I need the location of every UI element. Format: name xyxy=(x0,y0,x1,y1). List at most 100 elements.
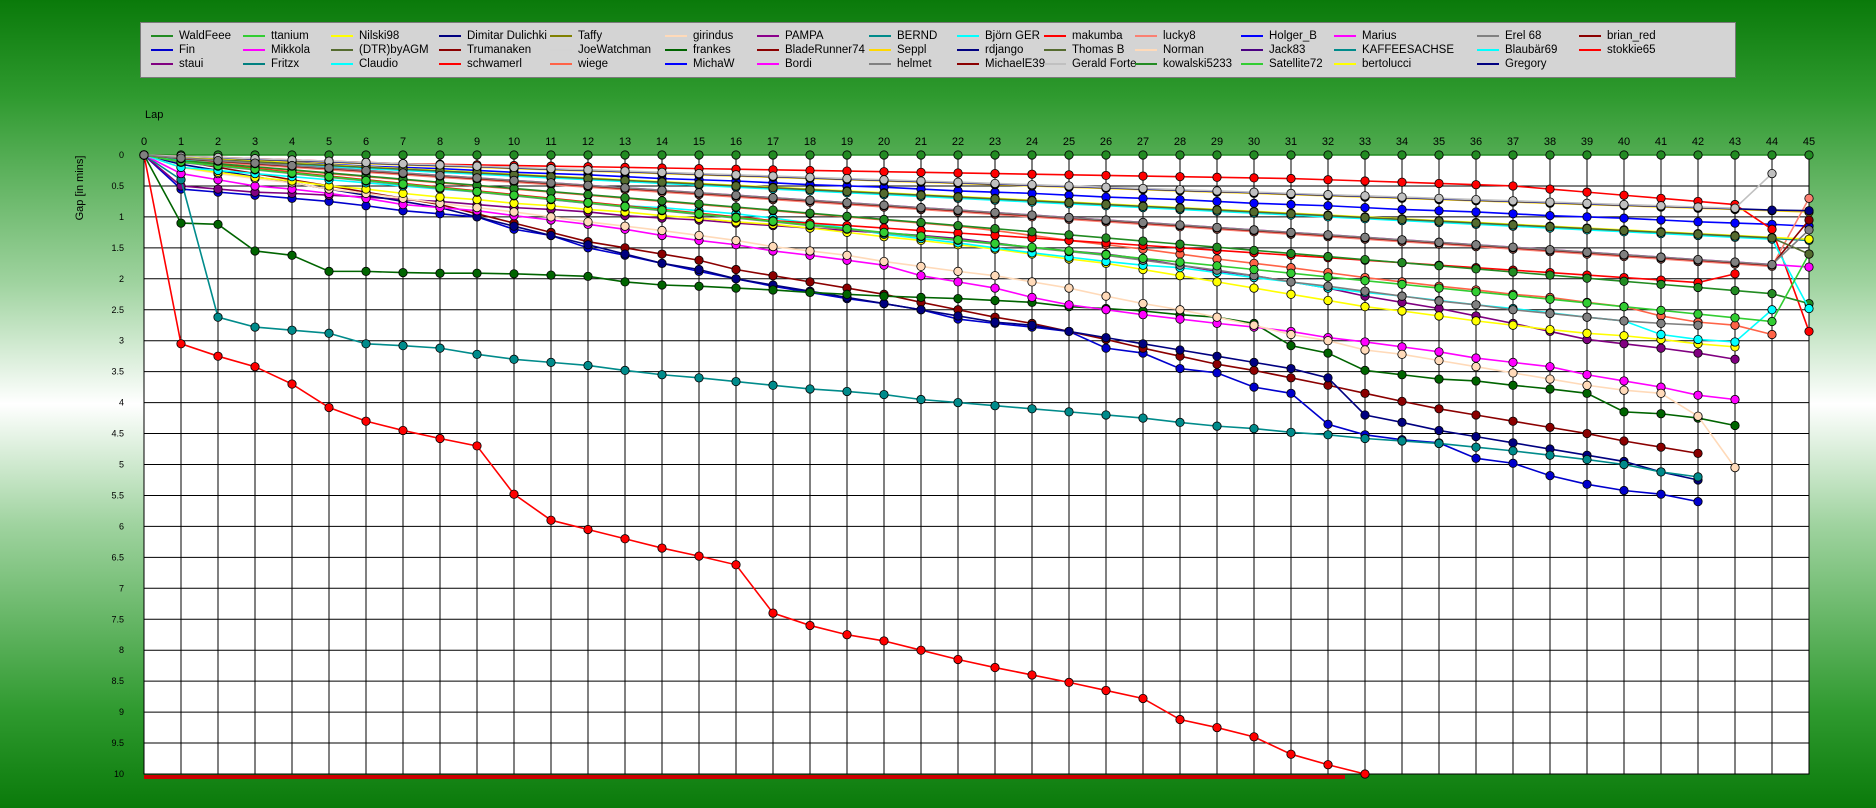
data-point xyxy=(1545,308,1555,319)
data-point xyxy=(361,266,371,276)
data-point xyxy=(1323,175,1333,185)
data-point xyxy=(879,214,889,224)
data-point xyxy=(1175,345,1185,355)
data-point xyxy=(1397,396,1407,406)
data-point xyxy=(1804,326,1814,337)
data-point xyxy=(842,173,852,184)
data-point xyxy=(768,150,778,160)
data-point xyxy=(1656,252,1666,262)
y-tick-label: 8.5 xyxy=(111,676,124,686)
data-point xyxy=(879,188,889,198)
data-point xyxy=(842,224,852,234)
series-girindus xyxy=(139,150,1740,473)
legend-swatch xyxy=(1477,63,1499,65)
data-point xyxy=(1471,218,1481,228)
data-point xyxy=(990,238,1000,249)
data-point xyxy=(1027,180,1037,190)
legend-swatch xyxy=(757,35,779,37)
data-point xyxy=(1693,348,1703,358)
data-point xyxy=(1582,298,1592,308)
data-point xyxy=(1471,353,1481,363)
data-point xyxy=(990,295,1000,306)
data-point xyxy=(1545,222,1555,232)
y-tick-label: 8 xyxy=(119,645,124,655)
series-line xyxy=(143,154,1810,266)
data-point xyxy=(1286,209,1296,219)
legend-label: Norman xyxy=(1163,44,1204,56)
data-point xyxy=(1545,270,1555,280)
series-line xyxy=(143,154,1810,227)
data-point xyxy=(1397,306,1407,316)
data-point xyxy=(1434,404,1444,414)
data-point xyxy=(1101,233,1111,243)
data-point xyxy=(768,380,778,390)
x-tick-label: 31 xyxy=(1285,136,1297,148)
legend-swatch xyxy=(1135,63,1157,65)
data-point xyxy=(1323,430,1333,440)
data-point xyxy=(953,654,963,665)
legend-swatch xyxy=(869,49,891,51)
legend-label: kowalski5233 xyxy=(1163,58,1233,70)
data-point xyxy=(1397,235,1407,245)
data-point xyxy=(1027,150,1037,160)
data-point xyxy=(1434,178,1444,189)
x-tick-label: 41 xyxy=(1655,136,1667,148)
data-point xyxy=(1804,150,1814,160)
data-point xyxy=(1471,316,1481,326)
data-point xyxy=(324,172,334,182)
legend-swatch xyxy=(757,49,779,51)
data-point xyxy=(472,186,482,197)
data-point xyxy=(1064,170,1074,180)
data-point xyxy=(1434,237,1444,247)
data-point xyxy=(1693,202,1703,212)
data-point xyxy=(1249,150,1259,160)
data-point xyxy=(546,270,556,280)
data-point xyxy=(1508,368,1518,378)
data-point xyxy=(1101,685,1111,696)
data-point xyxy=(1360,410,1370,420)
legend-label: Trumanaken xyxy=(467,44,532,56)
data-point xyxy=(1508,458,1518,468)
data-point xyxy=(1619,376,1629,386)
data-point xyxy=(1656,318,1666,328)
data-point xyxy=(1397,177,1407,187)
data-point xyxy=(731,264,741,275)
data-point xyxy=(1175,417,1185,428)
series-line xyxy=(143,154,1810,323)
data-point xyxy=(583,271,593,281)
data-point xyxy=(213,351,223,361)
data-point xyxy=(398,425,408,436)
x-tick-label: 15 xyxy=(693,136,705,148)
data-point xyxy=(1582,312,1592,322)
data-point xyxy=(1434,311,1444,321)
data-point xyxy=(1138,298,1148,309)
data-point xyxy=(1619,213,1629,223)
data-point xyxy=(1434,438,1444,449)
legend-label: Holger_B xyxy=(1269,30,1317,42)
data-point xyxy=(398,168,408,178)
data-point xyxy=(361,175,371,185)
data-point xyxy=(1323,201,1333,211)
x-tick-label: 25 xyxy=(1063,136,1075,148)
y-tick-label: 7 xyxy=(119,583,124,593)
data-point xyxy=(583,165,593,175)
data-point xyxy=(1582,370,1592,380)
data-point xyxy=(657,225,667,236)
data-point xyxy=(1471,150,1481,160)
data-point xyxy=(1434,296,1444,306)
data-point xyxy=(583,150,593,160)
data-point xyxy=(1286,388,1296,398)
data-point xyxy=(1138,693,1148,704)
data-point xyxy=(1619,250,1629,260)
data-point xyxy=(1693,217,1703,227)
data-point xyxy=(435,150,445,160)
data-point xyxy=(620,365,630,376)
data-point xyxy=(657,185,667,195)
legend-label: bertolucci xyxy=(1362,58,1412,70)
y-tick-label: 0 xyxy=(119,150,124,160)
series-kowalski5233 xyxy=(139,150,1814,309)
data-point xyxy=(657,196,667,206)
data-point xyxy=(1582,187,1592,197)
data-point xyxy=(1545,245,1555,255)
data-point xyxy=(1619,225,1629,236)
